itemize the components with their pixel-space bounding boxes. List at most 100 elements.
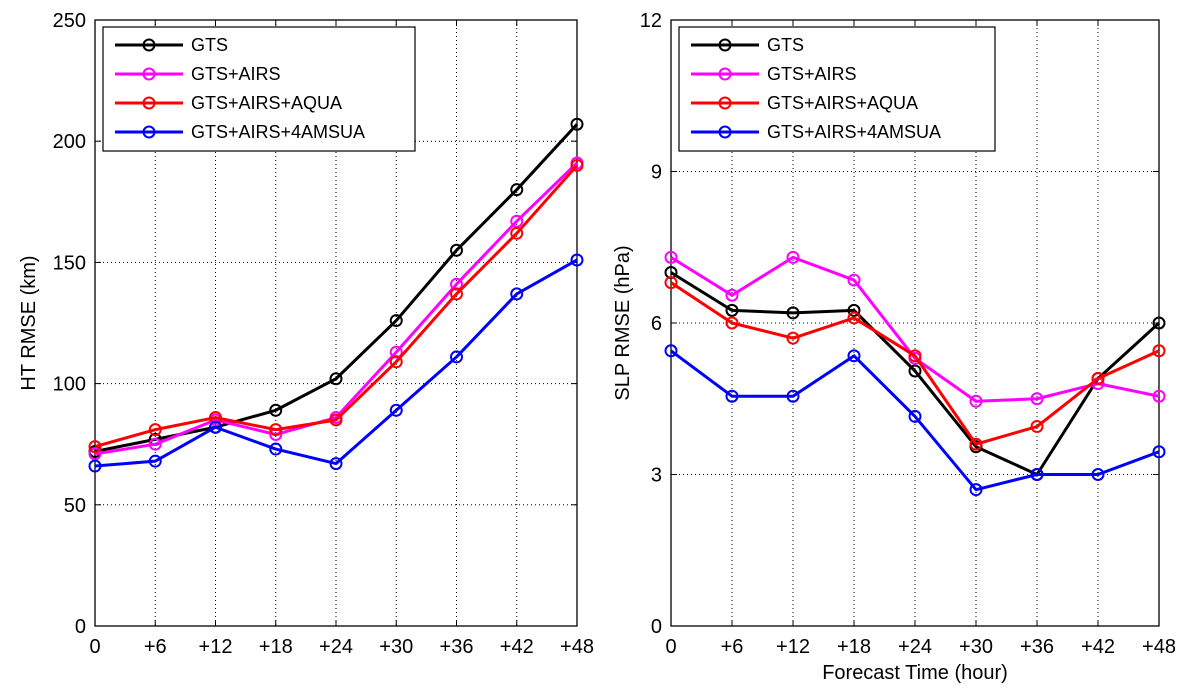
y-tick-label: 3 (651, 465, 662, 487)
y-tick-label: 150 (53, 252, 86, 274)
x-tick-label: +42 (1081, 636, 1115, 658)
ht-rmse-chart: 0 +6 +12 +18 +24 +30 +36 +42 +48 0 50 100 150 200 250 H… (18, 10, 594, 658)
data-point (1091, 468, 1105, 481)
data-point (786, 331, 800, 345)
x-tick-label: +18 (259, 636, 293, 658)
data-point (1152, 389, 1166, 403)
series-line-2 (670, 281, 1160, 446)
legend-marker (142, 96, 156, 110)
data-point (786, 250, 800, 264)
legend-marker (718, 38, 732, 52)
data-point (88, 459, 102, 473)
legend-marker (142, 38, 156, 52)
x-tick-label: +30 (959, 636, 993, 658)
legend-label: GTS+AIRS (191, 64, 281, 84)
data-point (148, 423, 162, 437)
slp-rmse-chart: 0 +6 +12 +18 +24 +30 +36 +42 +48 0 3 6 9 12 SLP RMSE (… (612, 10, 1176, 684)
legend-marker (718, 125, 732, 139)
y-axis-label: SLP RMSE (hPa) (612, 245, 634, 400)
data-point (450, 287, 463, 301)
y-tick-label: 250 (53, 10, 86, 32)
data-point (269, 403, 283, 417)
data-point (725, 316, 739, 330)
data-point (1152, 445, 1166, 459)
x-tick-label: +48 (560, 636, 594, 658)
data-point (1152, 316, 1166, 330)
y-axis-label: HT RMSE (km) (18, 255, 40, 390)
x-tick-label: +42 (500, 636, 534, 658)
data-point (908, 349, 922, 363)
data-point (664, 250, 678, 264)
data-point (1030, 392, 1044, 406)
data-point (570, 117, 584, 131)
data-point (847, 303, 861, 317)
data-point (664, 344, 678, 358)
data-point (88, 447, 102, 461)
legend-marker (142, 125, 156, 139)
data-point (269, 423, 283, 437)
x-tick-label: +24 (898, 636, 932, 658)
data-point (209, 420, 222, 434)
x-axis-label: Forecast Time (hour) (822, 662, 1008, 684)
data-point (329, 372, 343, 386)
y-tick-label: 50 (64, 495, 86, 517)
data-point (148, 454, 162, 468)
data-point (510, 183, 524, 197)
legend-label: GTS+AIRS+4AMSUA (191, 122, 365, 142)
data-point (450, 350, 463, 364)
y-tick-label: 200 (53, 131, 86, 153)
y-tick-label: 0 (75, 616, 86, 638)
y-tick-label: 9 (651, 162, 662, 184)
data-point (389, 345, 403, 359)
data-point (329, 457, 343, 471)
data-point (969, 483, 983, 497)
legend-label: GTS (767, 35, 804, 55)
x-tick-label: +6 (721, 636, 744, 658)
x-tick-label: +24 (319, 636, 353, 658)
data-point (389, 403, 403, 417)
y-tick-label: 100 (53, 374, 86, 396)
data-point (725, 303, 739, 317)
data-point (1152, 344, 1166, 358)
data-point (389, 314, 403, 328)
data-point (786, 389, 800, 403)
y-tick-label: 12 (640, 10, 662, 32)
legend-marker (718, 67, 732, 81)
x-tick-label: +18 (837, 636, 871, 658)
x-tick-label: 0 (665, 636, 676, 658)
data-point (908, 409, 922, 423)
x-tick-label: 0 (89, 636, 100, 658)
data-point (329, 413, 343, 427)
legend-label: GTS+AIRS+AQUA (767, 93, 918, 113)
data-point (209, 411, 222, 425)
data-point (389, 355, 403, 369)
data-point (1091, 372, 1105, 386)
data-point (510, 214, 524, 228)
series-line-1 (94, 161, 579, 456)
legend-marker (718, 96, 732, 110)
data-point (969, 394, 983, 408)
data-point (450, 277, 463, 291)
data-point (847, 349, 861, 363)
data-point (725, 288, 739, 302)
data-point (510, 226, 524, 240)
y-tick-label: 6 (651, 313, 662, 335)
data-point (1030, 420, 1044, 434)
x-tick-label: +12 (199, 636, 233, 658)
data-point (664, 276, 678, 290)
series-line-0 (670, 271, 1161, 476)
data-point (786, 306, 800, 320)
data-point (908, 364, 922, 378)
data-point (269, 442, 283, 456)
data-point (88, 440, 102, 454)
x-tick-label: +6 (144, 636, 167, 658)
data-point (510, 287, 524, 301)
x-tick-label: +36 (440, 636, 474, 658)
data-point (570, 158, 584, 172)
data-point (847, 311, 861, 325)
x-tick-label: +48 (1142, 636, 1176, 658)
data-point (969, 437, 983, 451)
data-point (148, 437, 162, 451)
series-line-3 (670, 349, 1160, 492)
